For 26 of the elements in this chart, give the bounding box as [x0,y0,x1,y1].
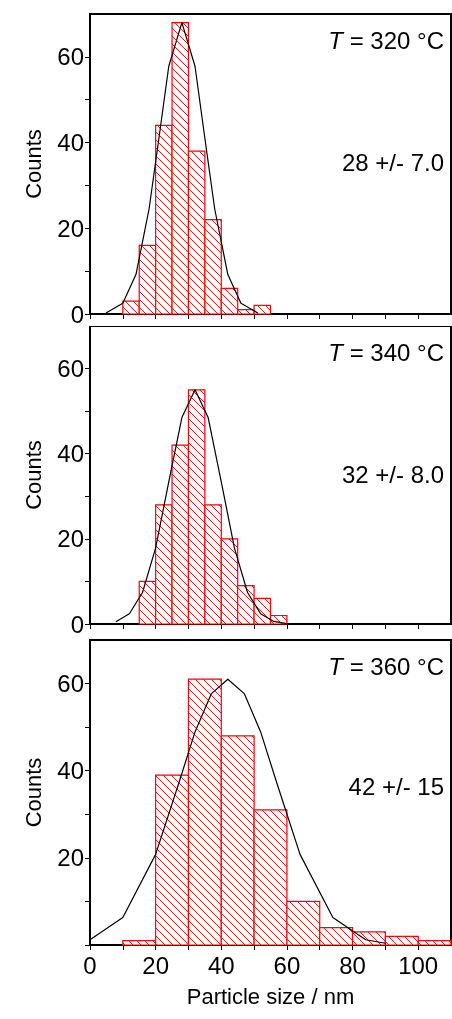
y-tick-label: 60 [57,43,84,71]
y-axis-title: Counts [20,757,46,828]
x-tick-label: 100 [398,951,439,979]
y-tick-label: 40 [57,129,84,157]
x-axis-title: Particle size / nm [186,983,355,1009]
annotation: 28 +/- 7.0 [341,148,445,176]
y-tick-label: 0 [70,610,84,638]
y-tick-label: 40 [57,757,84,785]
annotation: T = 320 °C [328,26,445,54]
x-tick-label: 80 [339,951,366,979]
x-tick-label: 60 [273,951,301,979]
annotation: 32 +/- 8.0 [341,460,445,488]
y-axis-title: Counts [20,440,46,510]
x-tick-label: 40 [207,951,235,979]
y-axis-title: Counts [20,129,46,199]
y-tick-label: 60 [57,670,84,698]
x-tick-label: 20 [142,951,169,979]
annotation: T = 360 °C [328,652,445,680]
annotation: 42 +/- 15 [348,772,444,800]
y-tick-label: 0 [70,300,84,328]
y-tick-label: 20 [57,844,84,872]
y-tick-label: 20 [57,525,84,553]
y-tick-label: 60 [57,355,84,383]
y-tick-label: 40 [57,440,84,468]
y-tick-label: 20 [57,214,84,242]
annotation: T = 340 °C [328,338,445,366]
